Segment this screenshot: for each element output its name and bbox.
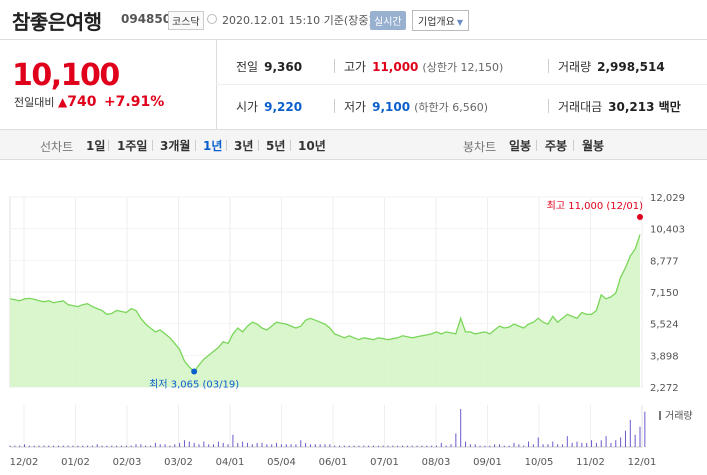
stat-value: 9,100 <box>372 100 411 114</box>
timestamp: 2020.12.01 15:10 기준(장중) <box>222 14 373 27</box>
y-tick-label: 7,150 <box>650 288 679 299</box>
divider <box>226 140 227 151</box>
stat-label: 거래대금 <box>558 100 603 114</box>
stat-label: 거래량 <box>558 60 592 74</box>
stat-open: 시가 9,220 <box>236 98 302 115</box>
stock-header: 참좋은여행 094850 코스닥 2020.12.01 15:10 기준(장중)… <box>0 0 707 40</box>
tab-daily-candle[interactable]: 일봉 <box>509 139 532 153</box>
realtime-button[interactable]: 실시간 <box>370 11 406 30</box>
x-tick-label: 04/01 <box>216 457 245 468</box>
divider <box>152 140 153 151</box>
company-info-dropdown[interactable]: 기업개요 ▼ <box>412 10 469 31</box>
stat-label: 전일 <box>236 60 259 74</box>
divider <box>258 140 259 151</box>
chart-tab-bar: 선차트 1일 1주일 3개월 1년 3년 5년 10년 봉차트 일봉 주봉 월봉 <box>0 130 707 160</box>
price-area-fill <box>10 234 640 387</box>
divider <box>334 59 335 73</box>
divider <box>548 99 549 113</box>
lower-limit: (하한가 6,560) <box>414 101 488 114</box>
stat-label: 고가 <box>344 60 367 74</box>
tab-10y[interactable]: 10년 <box>298 139 326 153</box>
stat-prev-close: 전일 9,360 <box>236 58 302 75</box>
divider <box>216 84 707 85</box>
stat-value: 30,213 백만 <box>608 100 681 114</box>
volume-legend-icon <box>659 411 661 420</box>
candle-chart-label: 봉차트 <box>463 140 497 154</box>
stat-volume: 거래량 2,998,514 <box>558 58 665 75</box>
stat-low: 저가 9,100 (하한가 6,560) <box>344 98 488 115</box>
divider <box>548 59 549 73</box>
stat-value: 9,220 <box>264 100 303 114</box>
stock-name: 참좋은여행 <box>12 10 102 34</box>
x-tick-label: 07/01 <box>370 457 399 468</box>
change-row: 전일대비 ▲740 +7.91% <box>14 94 164 110</box>
stat-label: 시가 <box>236 100 259 114</box>
market-badge: 코스닥 <box>168 11 204 30</box>
tab-3y[interactable]: 3년 <box>234 139 254 153</box>
stat-label: 저가 <box>344 100 367 114</box>
price-panel: 10,100 전일대비 ▲740 +7.91% <box>0 40 707 130</box>
y-tick-label: 3,898 <box>650 351 679 362</box>
stock-code: 094850 <box>121 12 172 26</box>
x-tick-label: 06/01 <box>319 457 348 468</box>
x-tick-label: 05/04 <box>267 457 296 468</box>
change-label: 전일대비 <box>14 96 55 109</box>
y-tick-label: 12,029 <box>650 193 685 204</box>
x-tick-label: 08/03 <box>422 457 451 468</box>
current-price: 10,100 <box>12 58 120 93</box>
x-tick-label: 11/02 <box>576 457 605 468</box>
high-marker <box>637 214 643 221</box>
chevron-down-icon: ▼ <box>456 18 463 27</box>
y-tick-label: 2,272 <box>650 383 679 394</box>
upper-limit: (상한가 12,150) <box>422 61 504 74</box>
divider <box>536 140 537 151</box>
stat-high: 고가 11,000 (상한가 12,150) <box>344 58 503 75</box>
x-tick-label: 03/02 <box>164 457 193 468</box>
x-tick-label: 12/02 <box>10 457 39 468</box>
stat-value: 2,998,514 <box>597 60 665 74</box>
stat-amount: 거래대금 30,213 백만 <box>558 98 681 115</box>
y-tick-label: 10,403 <box>650 225 685 236</box>
tab-3m[interactable]: 3개월 <box>160 139 191 153</box>
low-marker <box>191 368 198 375</box>
divider <box>108 140 109 151</box>
x-tick-label: 09/01 <box>473 457 502 468</box>
line-chart-label: 선차트 <box>40 140 74 154</box>
tab-1d[interactable]: 1일 <box>86 139 106 153</box>
triangle-up-icon: ▲ <box>57 95 68 109</box>
divider <box>290 140 291 151</box>
company-info-label: 기업개요 <box>418 17 455 28</box>
change-percent: +7.91% <box>103 94 165 110</box>
price-chart[interactable]: 12/02 01/02 02/03 03/02 04/01 05/04 06/01 07/01… <box>0 160 707 472</box>
x-tick-label: 12/01 <box>628 457 657 468</box>
divider <box>195 140 196 151</box>
x-tick-label: 01/02 <box>61 457 90 468</box>
y-tick-label: 8,777 <box>650 256 679 267</box>
stat-value: 11,000 <box>372 60 419 74</box>
tab-monthly-candle[interactable]: 월봉 <box>582 139 605 153</box>
stat-value: 9,360 <box>264 60 303 74</box>
chart-svg: 12/02 01/02 02/03 03/02 04/01 05/04 06/01 07/01… <box>9 193 693 468</box>
y-tick-label: 5,524 <box>650 320 679 331</box>
low-annotation: 최저 3,065 (03/19) <box>149 379 239 391</box>
high-annotation: 최고 11,000 (12/01) <box>547 200 643 212</box>
divider <box>216 40 217 130</box>
volume-legend-label: 거래량 <box>665 410 693 422</box>
change-amount: 740 <box>67 94 97 110</box>
tab-weekly-candle[interactable]: 주봉 <box>545 139 568 153</box>
x-tick-label: 10/05 <box>525 457 554 468</box>
divider <box>573 140 574 151</box>
x-tick-label: 02/03 <box>113 457 142 468</box>
tab-1y[interactable]: 1년 <box>203 139 223 153</box>
price-line <box>9 234 641 373</box>
tab-5y[interactable]: 5년 <box>266 139 286 153</box>
divider <box>334 99 335 113</box>
tab-1w[interactable]: 1주일 <box>117 139 148 153</box>
clock-icon <box>207 14 217 24</box>
